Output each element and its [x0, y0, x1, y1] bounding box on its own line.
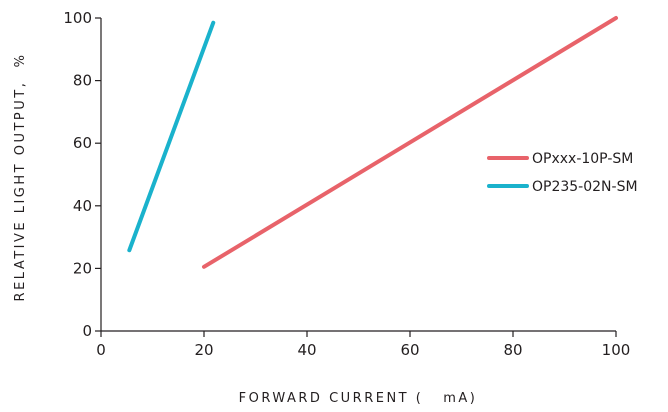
x-tick-label: 0	[96, 341, 106, 359]
x-tick-label: 100	[602, 341, 631, 359]
y-tick-label: 100	[63, 9, 92, 27]
series-lines	[127, 16, 618, 269]
x-axis-title: FORWARD CURRENT ( mA)	[239, 391, 478, 406]
x-tick-label: 40	[297, 341, 316, 359]
x-ticks: 0 20 40 60 80 100	[96, 331, 630, 359]
series-line-1	[202, 16, 618, 269]
x-tick-label: 80	[503, 341, 522, 359]
series-line-2	[127, 20, 216, 253]
y-tick-label: 20	[73, 259, 92, 277]
y-tick-label: 60	[73, 134, 92, 152]
x-tick-label: 20	[194, 341, 213, 359]
legend-label-1: OPxxx-10P-SM	[532, 151, 633, 167]
y-axis-title: RELATIVE LIGHT OUTPUT, %	[13, 53, 28, 302]
y-tick-label: 80	[73, 72, 92, 90]
axes	[100, 18, 616, 332]
x-tick-label: 60	[400, 341, 419, 359]
legend-label-2: OP235-02N-SM	[532, 179, 638, 195]
y-tick-label: 40	[73, 197, 92, 215]
y-ticks: 0 20 40 60 80 100	[63, 9, 101, 340]
legend: OPxxx-10P-SM OP235-02N-SM	[487, 151, 638, 195]
y-tick-label: 0	[82, 322, 92, 340]
